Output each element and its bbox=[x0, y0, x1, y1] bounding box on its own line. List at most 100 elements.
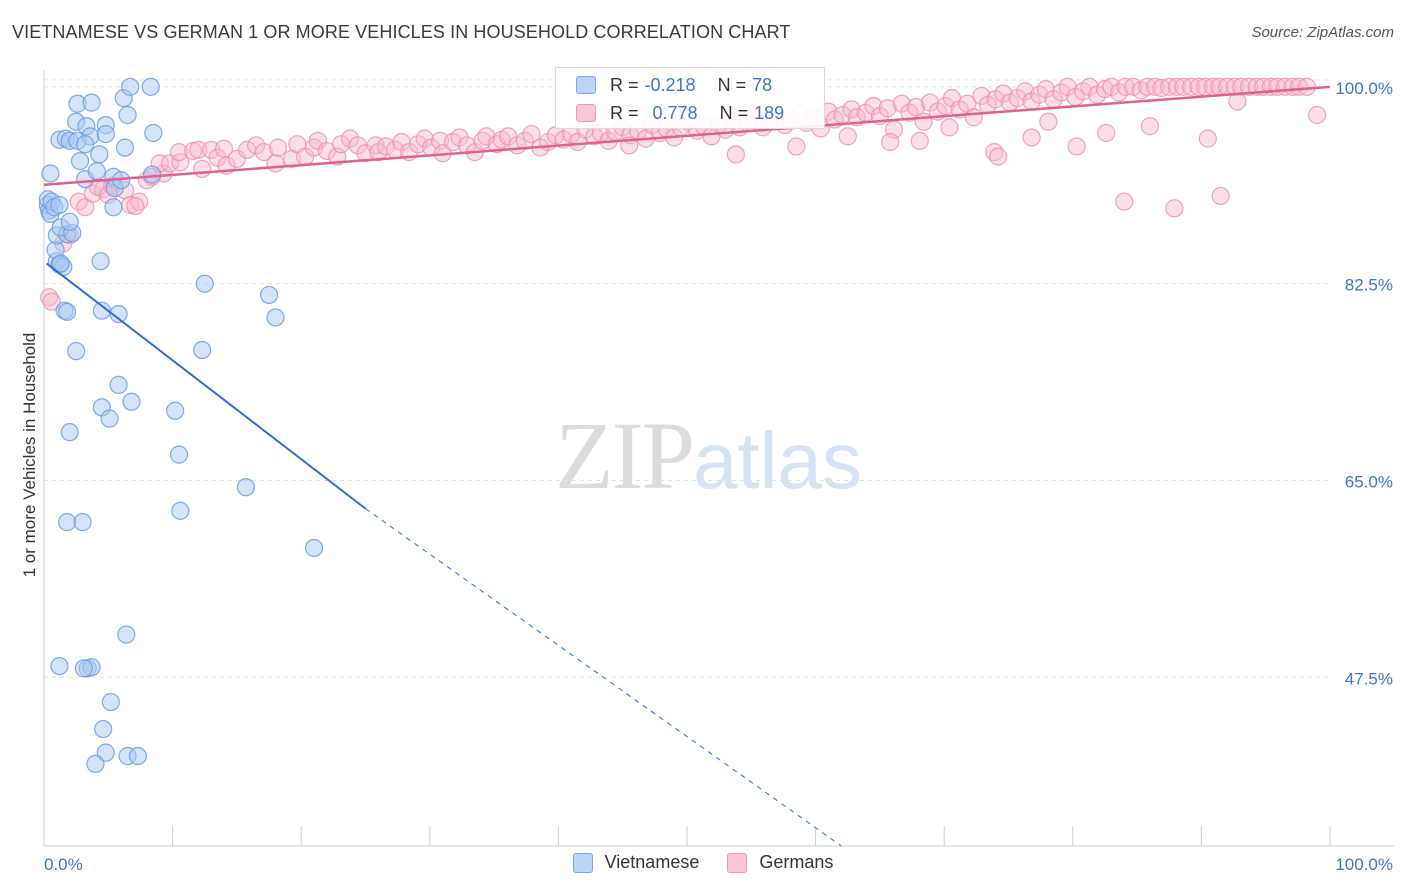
german-point bbox=[964, 108, 983, 127]
german-point bbox=[910, 131, 929, 150]
vietnamese-point bbox=[51, 254, 70, 273]
german-point bbox=[881, 132, 900, 152]
vietnamese-point bbox=[96, 125, 115, 144]
german-point bbox=[1138, 77, 1157, 96]
legend-n-value: 78 bbox=[752, 74, 773, 95]
vietnamese-point bbox=[87, 162, 106, 181]
series-label-germans: Germans bbox=[759, 852, 834, 872]
german-point bbox=[989, 147, 1008, 166]
german-point bbox=[522, 125, 541, 144]
vietnamese-point bbox=[50, 656, 69, 676]
german-trend-line bbox=[43, 85, 1331, 186]
german-point bbox=[1115, 192, 1134, 211]
tick-labels: 100.0% 82.5% 65.0% 47.5% 0.0% 100.0% bbox=[44, 79, 1393, 874]
vietnamese-point bbox=[193, 340, 212, 360]
vietnamese-point bbox=[73, 513, 92, 532]
vietnamese-point bbox=[122, 392, 141, 411]
watermark: ZIPatlas bbox=[555, 402, 862, 509]
german-point bbox=[1198, 129, 1217, 148]
german-point bbox=[1039, 112, 1058, 131]
axis-layer bbox=[43, 70, 1394, 847]
german-point bbox=[1036, 80, 1055, 99]
y-tick-label: 65.0% bbox=[1345, 472, 1393, 491]
vietnamese-point bbox=[128, 746, 147, 766]
german-point bbox=[340, 129, 360, 148]
german-point bbox=[940, 118, 959, 137]
german-point bbox=[864, 96, 883, 116]
source-credit: Source: ZipAtlas.com bbox=[1251, 24, 1394, 41]
legend-r-value: 0.778 bbox=[652, 102, 698, 123]
vietnamese-point bbox=[142, 165, 162, 184]
german-point bbox=[1097, 123, 1116, 143]
vietnamese-point bbox=[67, 342, 86, 361]
german-point bbox=[787, 137, 806, 156]
legend-r-label: R = bbox=[610, 102, 639, 123]
legend-r-label: R = bbox=[610, 74, 639, 95]
vietnamese-point bbox=[101, 692, 120, 712]
vietnamese-point bbox=[58, 513, 77, 532]
vietnamese-point bbox=[109, 375, 128, 394]
german-point bbox=[227, 149, 246, 168]
series-legend: Vietnamese Germans bbox=[0, 852, 1406, 873]
german-point bbox=[1116, 77, 1135, 96]
legend-n-value: 189 bbox=[754, 102, 785, 123]
german-point bbox=[1160, 77, 1179, 96]
german-point bbox=[126, 196, 145, 216]
german-point bbox=[1297, 77, 1316, 96]
vietnamese-point bbox=[76, 135, 95, 154]
vietnamese-point bbox=[266, 308, 285, 327]
german-point bbox=[247, 136, 266, 155]
series-swatch-germans bbox=[727, 852, 748, 873]
vietnamese-point bbox=[50, 195, 69, 215]
vietnamese-point bbox=[144, 123, 163, 143]
vietnamese-point bbox=[91, 252, 110, 271]
german-point bbox=[1008, 89, 1027, 108]
vietnamese-point bbox=[58, 302, 77, 321]
german-point bbox=[1016, 82, 1035, 101]
german-point bbox=[415, 129, 434, 148]
vietnamese-point bbox=[82, 93, 101, 112]
german-point bbox=[906, 98, 926, 117]
german-point bbox=[1290, 77, 1309, 96]
german-point bbox=[1182, 77, 1201, 96]
vietnamese-point bbox=[141, 77, 160, 96]
vietnamese-point bbox=[70, 151, 90, 171]
german-point bbox=[1239, 77, 1259, 96]
german-point bbox=[914, 112, 933, 131]
vietnamese-point bbox=[60, 212, 79, 231]
vietnamese-point bbox=[259, 285, 279, 305]
vietnamese-point bbox=[166, 401, 185, 420]
legend-row-vietnamese: R = -0.218 N = 78 bbox=[576, 72, 772, 98]
trend-layer bbox=[43, 85, 1331, 847]
vietnamese-point bbox=[109, 304, 128, 324]
vietnamese-point bbox=[74, 659, 93, 678]
german-point bbox=[838, 127, 857, 146]
german-point bbox=[994, 84, 1013, 103]
german-point bbox=[1232, 77, 1251, 96]
vietnamese-point bbox=[236, 478, 256, 497]
legend-n-label: N = bbox=[717, 74, 747, 95]
vietnamese-point bbox=[195, 274, 214, 293]
series-label-vietnamese: Vietnamese bbox=[604, 852, 700, 872]
vietnamese-point bbox=[90, 145, 109, 164]
vietnamese-trend-extension bbox=[365, 508, 842, 847]
correlation-legend: R = -0.218 N = 78 R = 0.778 N = 189 bbox=[555, 67, 825, 129]
german-point bbox=[1189, 77, 1208, 96]
legend-row-germans: R = 0.778 N = 189 bbox=[576, 100, 784, 126]
vietnamese-point bbox=[171, 501, 190, 520]
legend-swatch-germans bbox=[576, 104, 596, 122]
german-point bbox=[268, 138, 288, 157]
y-tick-label: 47.5% bbox=[1345, 669, 1393, 688]
vietnamese-point bbox=[96, 743, 115, 762]
german-point bbox=[1174, 77, 1193, 96]
german-point bbox=[1211, 186, 1230, 206]
german-point bbox=[189, 140, 208, 159]
vietnamese-trend-line bbox=[45, 262, 367, 510]
german-point bbox=[1022, 128, 1041, 147]
vietnamese-point bbox=[60, 423, 79, 442]
legend-r-value: -0.218 bbox=[644, 74, 696, 95]
german-point bbox=[193, 159, 212, 179]
german-point bbox=[1167, 77, 1187, 96]
german-point bbox=[308, 131, 328, 150]
